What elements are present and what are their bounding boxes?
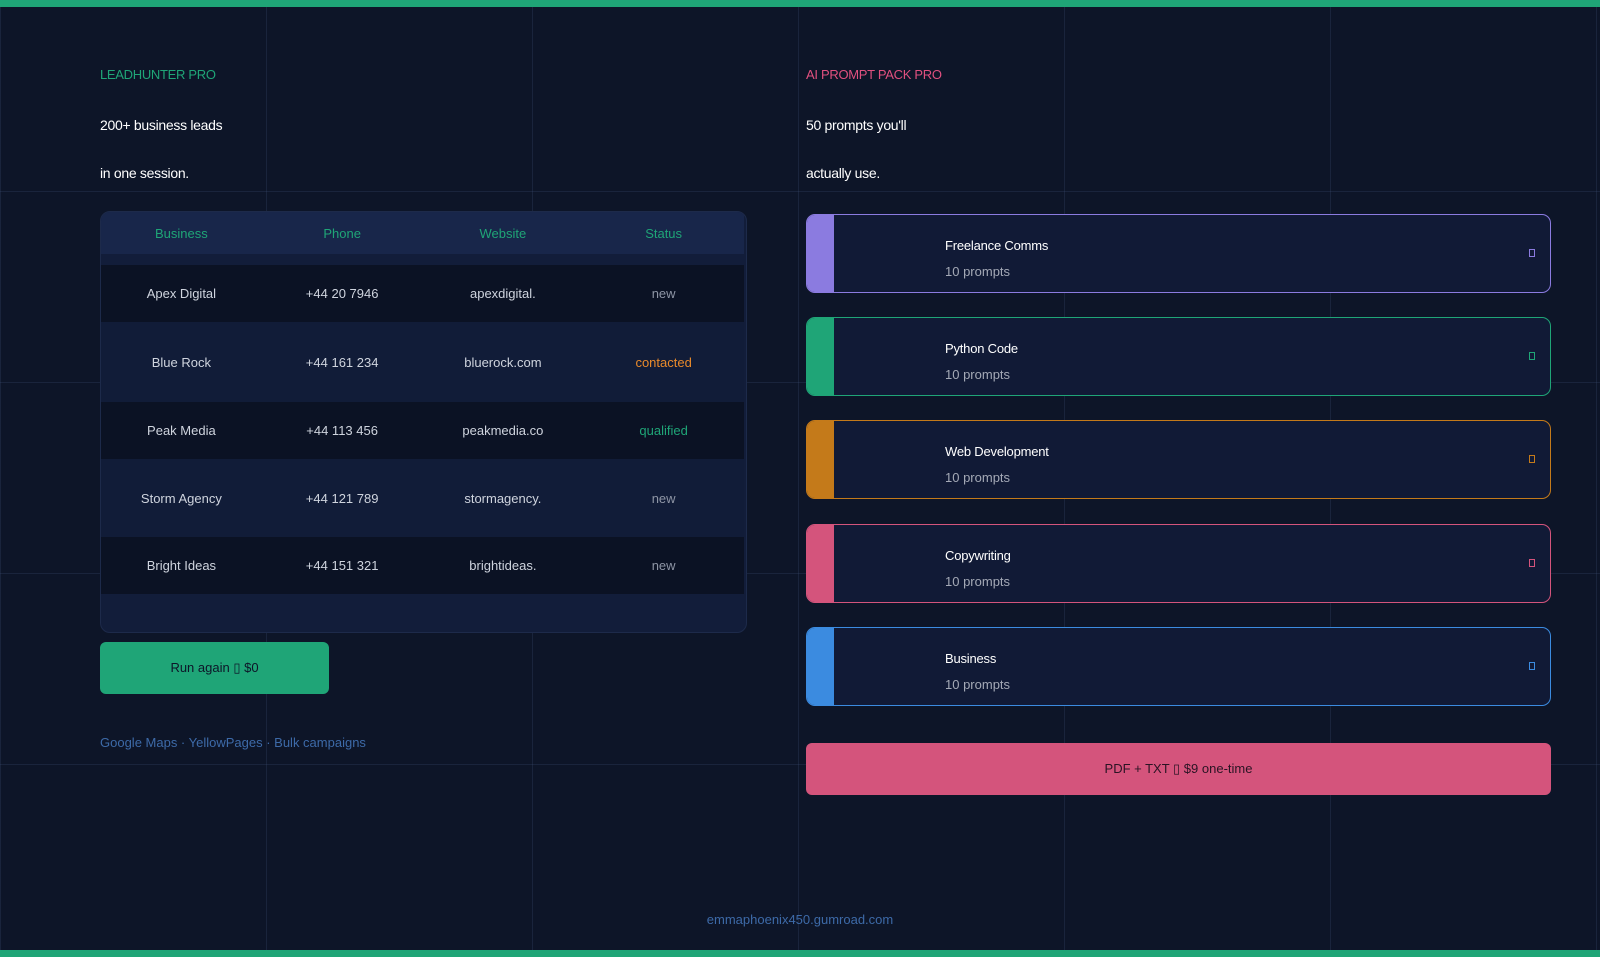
cell-website: bluerock.com bbox=[464, 354, 542, 370]
table-row[interactable]: Apex Digital +44 20 7946 apexdigital. ne… bbox=[101, 265, 744, 322]
table-row[interactable]: Bright Ideas +44 151 321 brightideas. ne… bbox=[101, 537, 744, 594]
pack-square-icon bbox=[1529, 559, 1535, 567]
cell-phone: +44 121 789 bbox=[305, 490, 379, 506]
pack-count: 10 prompts bbox=[945, 677, 1011, 692]
table-row[interactable]: Storm Agency +44 121 789 stormagency. ne… bbox=[101, 459, 744, 537]
cell-status: new bbox=[651, 558, 676, 573]
cell-status: new bbox=[651, 490, 676, 506]
cell-status: qualified bbox=[639, 423, 688, 438]
cell-business: Peak Media bbox=[147, 423, 216, 438]
prompt-pack-headline-line2: actually use. bbox=[806, 165, 880, 181]
column-header-phone: Phone bbox=[323, 225, 361, 241]
buy-prompt-pack-button[interactable]: PDF + TXT ▯ $9 one-time bbox=[806, 743, 1551, 795]
pack-accent-stripe bbox=[807, 525, 834, 602]
pack-count: 10 prompts bbox=[945, 470, 1011, 485]
cell-business: Blue Rock bbox=[151, 354, 211, 370]
pack-title: Freelance Comms bbox=[945, 238, 1049, 253]
pack-accent-stripe bbox=[807, 421, 834, 498]
pack-title: Copywriting bbox=[945, 548, 1011, 563]
pack-accent-stripe bbox=[807, 318, 834, 395]
top-accent-bar bbox=[0, 0, 1600, 7]
cell-website: brightideas. bbox=[469, 558, 537, 573]
pack-count: 10 prompts bbox=[945, 264, 1011, 279]
pack-card-python-code[interactable]: Python Code 10 prompts bbox=[806, 317, 1551, 396]
pack-count: 10 prompts bbox=[945, 367, 1011, 382]
leadhunter-brand-label: LEADHUNTER PRO bbox=[100, 67, 216, 82]
cell-business: Apex Digital bbox=[146, 286, 217, 301]
pack-square-icon bbox=[1529, 662, 1535, 670]
pack-card-freelance-comms[interactable]: Freelance Comms 10 prompts bbox=[806, 214, 1551, 293]
cell-website: peakmedia.co bbox=[462, 423, 544, 438]
pack-square-icon bbox=[1529, 455, 1535, 463]
cell-business: Bright Ideas bbox=[146, 558, 217, 573]
pack-accent-stripe bbox=[807, 628, 834, 705]
pack-square-icon bbox=[1529, 249, 1535, 257]
cell-phone: +44 161 234 bbox=[305, 354, 379, 370]
pack-card-business[interactable]: Business 10 prompts bbox=[806, 627, 1551, 706]
cell-phone: +44 151 321 bbox=[305, 558, 379, 573]
pack-accent-stripe bbox=[807, 215, 834, 292]
prompt-pack-headline-line1: 50 prompts you'll bbox=[806, 117, 907, 133]
table-row[interactable]: Blue Rock +44 161 234 bluerock.com conta… bbox=[101, 322, 744, 402]
gumroad-store-link[interactable]: emmaphoenix450.gumroad.com bbox=[706, 912, 894, 927]
cell-phone: +44 113 456 bbox=[306, 423, 378, 438]
column-header-business: Business bbox=[155, 225, 208, 241]
lead-sources-text: Google Maps · YellowPages · Bulk campaig… bbox=[100, 735, 366, 750]
leads-table: Business Phone Website Status Apex Digit… bbox=[100, 211, 747, 633]
cell-website: apexdigital. bbox=[469, 286, 536, 301]
pack-title: Python Code bbox=[945, 341, 1018, 356]
pack-title: Business bbox=[945, 651, 997, 666]
column-header-status: Status bbox=[645, 225, 683, 241]
cell-phone: +44 20 7946 bbox=[305, 286, 379, 301]
leadhunter-headline-line1: 200+ business leads bbox=[100, 117, 223, 133]
column-header-website: Website bbox=[479, 225, 527, 241]
table-row[interactable]: Peak Media +44 113 456 peakmedia.co qual… bbox=[101, 402, 744, 459]
bottom-accent-bar bbox=[0, 950, 1600, 957]
prompt-pack-brand-label: AI PROMPT PACK PRO bbox=[806, 67, 942, 82]
table-header-row: Business Phone Website Status bbox=[101, 212, 744, 254]
cell-business: Storm Agency bbox=[140, 490, 222, 506]
run-again-button[interactable]: Run again ▯ $0 bbox=[100, 642, 329, 694]
leadhunter-headline-line2: in one session. bbox=[100, 165, 189, 181]
cell-website: stormagency. bbox=[464, 490, 542, 506]
pack-card-web-development[interactable]: Web Development 10 prompts bbox=[806, 420, 1551, 499]
pack-square-icon bbox=[1529, 352, 1535, 360]
pack-count: 10 prompts bbox=[945, 574, 1011, 589]
pack-card-copywriting[interactable]: Copywriting 10 prompts bbox=[806, 524, 1551, 603]
pack-title: Web Development bbox=[945, 444, 1049, 459]
cell-status: contacted bbox=[635, 354, 692, 370]
cell-status: new bbox=[651, 286, 676, 301]
